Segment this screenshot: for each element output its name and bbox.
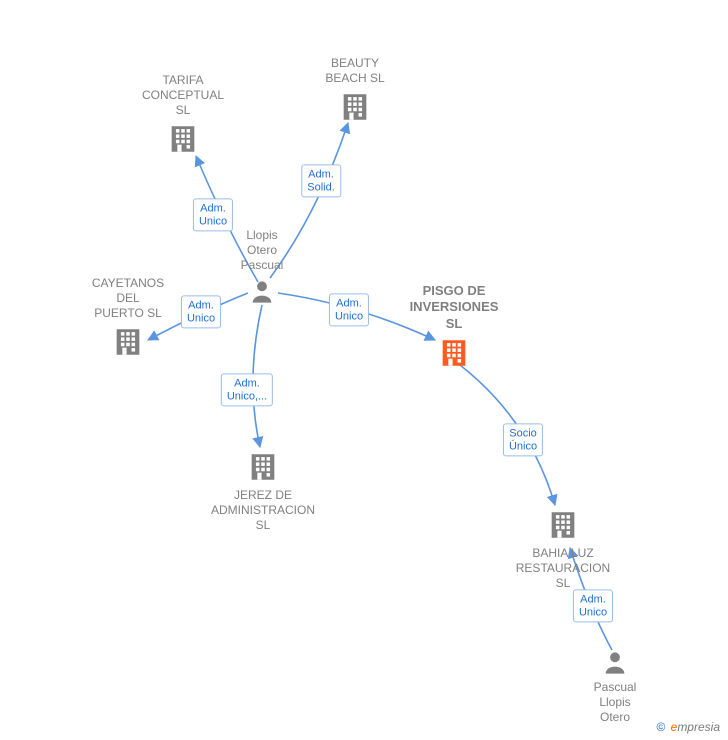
node-label: BEAUTY BEACH SL — [285, 56, 425, 86]
node-label: Llopis Otero Pascual — [192, 228, 332, 273]
node-pisgo: PISGO DE INVERSIONES SL — [384, 283, 524, 372]
building-icon — [437, 336, 471, 370]
network-diagram: Llopis Otero Pascual TARIFA CONCEPTUAL S… — [0, 0, 728, 740]
copyright-symbol: © — [656, 720, 665, 734]
node-cayetanos: CAYETANOS DEL PUERTO SL — [58, 276, 198, 361]
edge-label-pisgo-bahia: Socio Único — [503, 423, 543, 456]
building-icon — [338, 90, 372, 124]
node-jerez: JEREZ DE ADMINISTRACION SL — [193, 450, 333, 533]
node-beauty: BEAUTY BEACH SL — [285, 56, 425, 126]
edge-label-llopis-cayetanos: Adm. Unico — [181, 295, 221, 328]
person-icon — [248, 277, 276, 305]
company-icon-wrap — [193, 450, 333, 484]
building-icon — [246, 450, 280, 484]
company-icon-wrap — [384, 336, 524, 370]
brand-rest: mpresia — [677, 720, 720, 734]
edge-label-llopis-jerez: Adm. Unico,... — [221, 373, 273, 406]
person-icon — [601, 648, 629, 676]
person-icon-wrap — [545, 648, 685, 676]
building-icon — [546, 508, 580, 542]
company-icon-wrap — [58, 325, 198, 359]
node-label: JEREZ DE ADMINISTRACION SL — [193, 488, 333, 533]
company-icon-wrap — [285, 90, 425, 124]
edge-label-llopis-pisgo: Adm. Unico — [329, 293, 369, 326]
edge-label-llopis-tarifa: Adm. Unico — [193, 198, 233, 231]
credit: © empresia — [656, 720, 720, 734]
node-tarifa: TARIFA CONCEPTUAL SL — [113, 73, 253, 158]
node-label: Pascual Llopis Otero — [545, 680, 685, 725]
company-icon-wrap — [493, 508, 633, 542]
node-label: TARIFA CONCEPTUAL SL — [113, 73, 253, 118]
node-pascual: Pascual Llopis Otero — [545, 648, 685, 725]
node-label: BAHIA LUZ RESTAURACION SL — [493, 546, 633, 591]
node-label: CAYETANOS DEL PUERTO SL — [58, 276, 198, 321]
node-label: PISGO DE INVERSIONES SL — [384, 283, 524, 332]
building-icon — [111, 325, 145, 359]
company-icon-wrap — [113, 122, 253, 156]
edge-label-llopis-beauty: Adm. Solid. — [301, 164, 341, 197]
node-bahia: BAHIA LUZ RESTAURACION SL — [493, 508, 633, 591]
edge-label-pascual-bahia: Adm. Unico — [573, 589, 613, 622]
building-icon — [166, 122, 200, 156]
